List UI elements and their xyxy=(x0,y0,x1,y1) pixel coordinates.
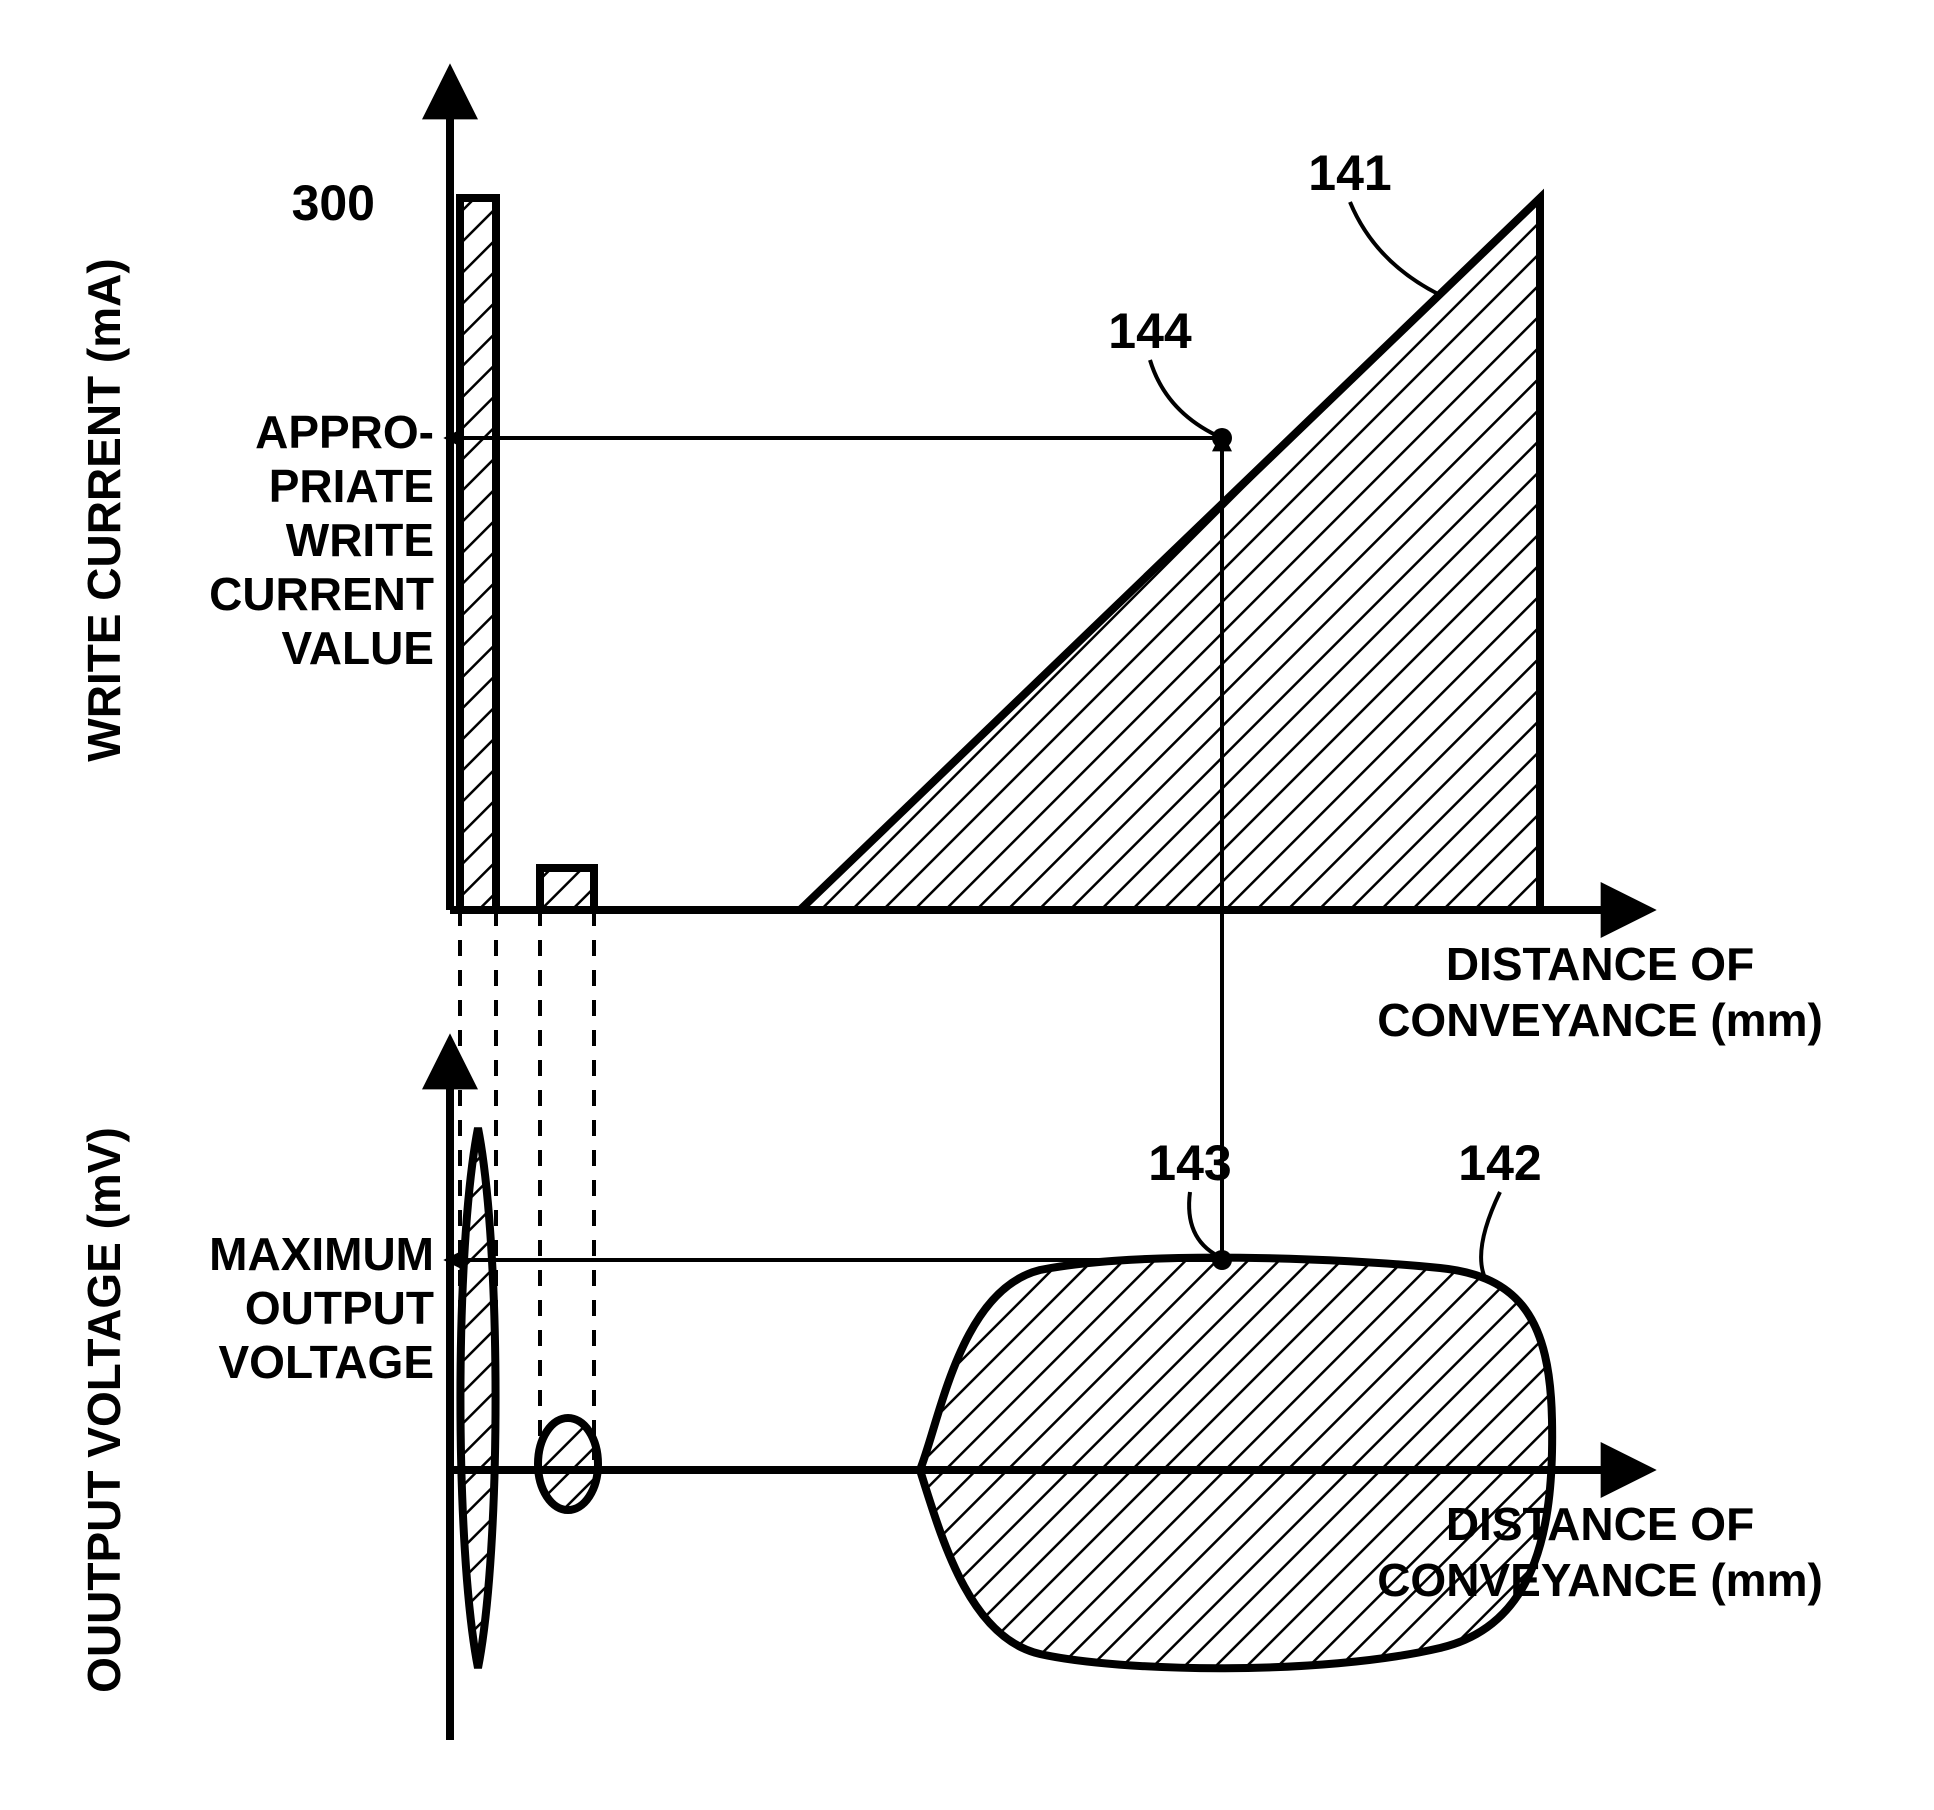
callout-144-leader xyxy=(1150,360,1222,438)
callout-141-text: 141 xyxy=(1308,145,1391,201)
tick-300: 300 xyxy=(292,175,375,231)
callout-142-leader xyxy=(1481,1192,1500,1278)
diagram-container: 300 APPRO-PRIATEWRITECURRENTVALUE 141 144 WR… xyxy=(40,40,1934,1770)
appropriate-current-label: VALUE xyxy=(282,622,435,674)
callout-143-leader xyxy=(1189,1192,1218,1256)
appropriate-current-label: PRIATE xyxy=(269,460,434,512)
diagram-svg: 300 APPRO-PRIATEWRITECURRENTVALUE 141 144 WR… xyxy=(40,40,1934,1770)
callout-144-text: 144 xyxy=(1108,303,1192,359)
top-small-bar xyxy=(540,868,594,910)
top-x-axis-label: DISTANCE OF xyxy=(1446,938,1754,990)
top-y-axis-label: WRITE CURRENT (mA) xyxy=(78,258,130,761)
callout-142-text: 142 xyxy=(1458,1135,1541,1191)
top-spike-bar xyxy=(460,198,496,910)
appropriate-current-label: WRITE xyxy=(286,514,434,566)
max-voltage-label: VOLTAGE xyxy=(218,1336,434,1388)
top-x-axis-label: CONVEYANCE (mm) xyxy=(1377,994,1823,1046)
region-142 xyxy=(920,1258,1552,1669)
max-voltage-label: MAXIMUM xyxy=(209,1228,434,1280)
appropriate-current-label: APPRO- xyxy=(255,406,434,458)
bottom-x-axis-label: CONVEYANCE (mm) xyxy=(1377,1554,1823,1606)
appropriate-current-label: CURRENT xyxy=(209,568,434,620)
bottom-spike-lens xyxy=(460,1128,495,1668)
callout-141-leader xyxy=(1350,202,1440,295)
callout-143-text: 143 xyxy=(1148,1135,1231,1191)
bottom-x-axis-label: DISTANCE OF xyxy=(1446,1498,1754,1550)
max-voltage-label: OUTPUT xyxy=(245,1282,434,1334)
bottom-y-axis-label: OUUTPUT VOLTAGE (mV) xyxy=(78,1127,130,1693)
bottom-small-ellipse xyxy=(538,1418,598,1510)
